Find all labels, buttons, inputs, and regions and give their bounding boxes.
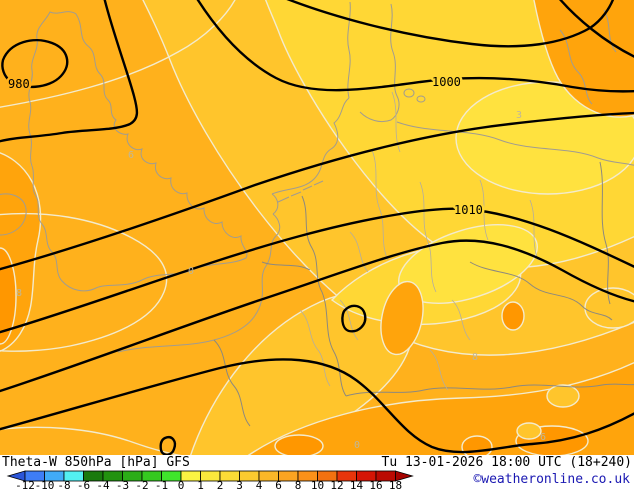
region-deep-orange-spot [501, 301, 525, 331]
region-light-patch [516, 422, 542, 440]
isobar-corner [559, 0, 634, 58]
isobar-1010 [0, 207, 634, 334]
scale-tick: -12 [15, 479, 35, 490]
coastlines [0, 1, 634, 427]
scale-right-arrow [395, 470, 414, 482]
country-border [213, 339, 251, 427]
value-label: 0 [354, 440, 360, 451]
france-coastline [117, 213, 281, 353]
value-label: 6 [540, 432, 546, 443]
isobar-small-loop [341, 304, 367, 333]
scale-tick: 10 [311, 479, 324, 490]
region-deep-orange-left [0, 247, 17, 345]
region-deep-orange-spot [274, 434, 324, 457]
map-labels: 980 1000 1010 8 0 6 3 8 6 0 [6, 73, 547, 452]
country-border [469, 261, 613, 321]
country-border [261, 261, 311, 271]
scale-tick: 4 [256, 479, 263, 490]
netherlands-coastline [271, 97, 350, 215]
fill-regions [0, 0, 634, 457]
scale-tick: 16 [369, 479, 382, 490]
value-label: 8 [16, 288, 22, 299]
weather-map: 980 1000 1010 8 0 6 3 8 6 0 [0, 0, 634, 457]
isobar-980-low [1, 38, 69, 89]
island [416, 95, 426, 103]
scale-tick: 3 [236, 479, 243, 490]
copyright-link[interactable]: ©weatheronline.co.uk [473, 472, 630, 487]
scale-tick: 18 [389, 479, 402, 490]
region-light-patch [546, 384, 580, 408]
region-deep-orange-spot [461, 435, 493, 457]
isobar-mid [0, 111, 634, 271]
scale-tick: 14 [350, 479, 364, 490]
pale-contours [0, 0, 236, 457]
value-label: 6 [128, 150, 134, 161]
scale-tick: -3 [116, 479, 129, 490]
scale-tick: -8 [57, 479, 70, 490]
value-label: 0 [188, 266, 194, 277]
scale-tick: 8 [295, 479, 302, 490]
isobar-lower [0, 239, 634, 393]
scale-tick: -4 [96, 479, 110, 490]
scale-tick: 12 [330, 479, 343, 490]
ireland-coastline [0, 193, 27, 236]
scale-tick: 0 [178, 479, 185, 490]
pressure-label-1010: 1010 [454, 203, 483, 217]
isobar-trough-hook [0, 0, 139, 143]
denmark-coastline [347, 1, 400, 123]
isobars [0, 0, 634, 456]
valid-time-label: Tu 13-01-2026 18:00 UTC (18+240) [381, 455, 632, 470]
scale-tick: -1 [155, 479, 168, 490]
country-border [321, 291, 347, 397]
baltic-coastline [396, 121, 634, 166]
isobar-bottom [0, 358, 634, 454]
uk-coastline [28, 11, 248, 292]
island [403, 88, 415, 98]
country-border [599, 161, 611, 305]
scale-tick: -6 [77, 479, 90, 490]
isobar-tiny-loop [159, 436, 177, 456]
value-label: 8 [472, 352, 478, 363]
pressure-label-1000: 1000 [432, 75, 461, 89]
scale-tick: 2 [217, 479, 224, 490]
footer-panel: Theta-W 850hPa [hPa] GFS Tu 13-01-2026 1… [0, 455, 634, 490]
region-dark-orange-blob [380, 280, 424, 356]
pressure-label-980: 980 [8, 77, 30, 91]
scale-tick: -10 [35, 479, 55, 490]
scale-tick: 1 [197, 479, 204, 490]
isobar-1000 [196, 0, 634, 93]
scale-tick: 6 [275, 479, 282, 490]
isobar-top [286, 0, 615, 48]
color-scale: -12 -10 -8 -6 -4 -3 -2 -1 0 1 2 3 4 6 8 … [6, 470, 414, 490]
value-label: 3 [516, 110, 522, 121]
chart-title: Theta-W 850hPa [hPa] GFS [2, 455, 190, 470]
scale-tick: -2 [135, 479, 148, 490]
country-border [345, 383, 634, 397]
